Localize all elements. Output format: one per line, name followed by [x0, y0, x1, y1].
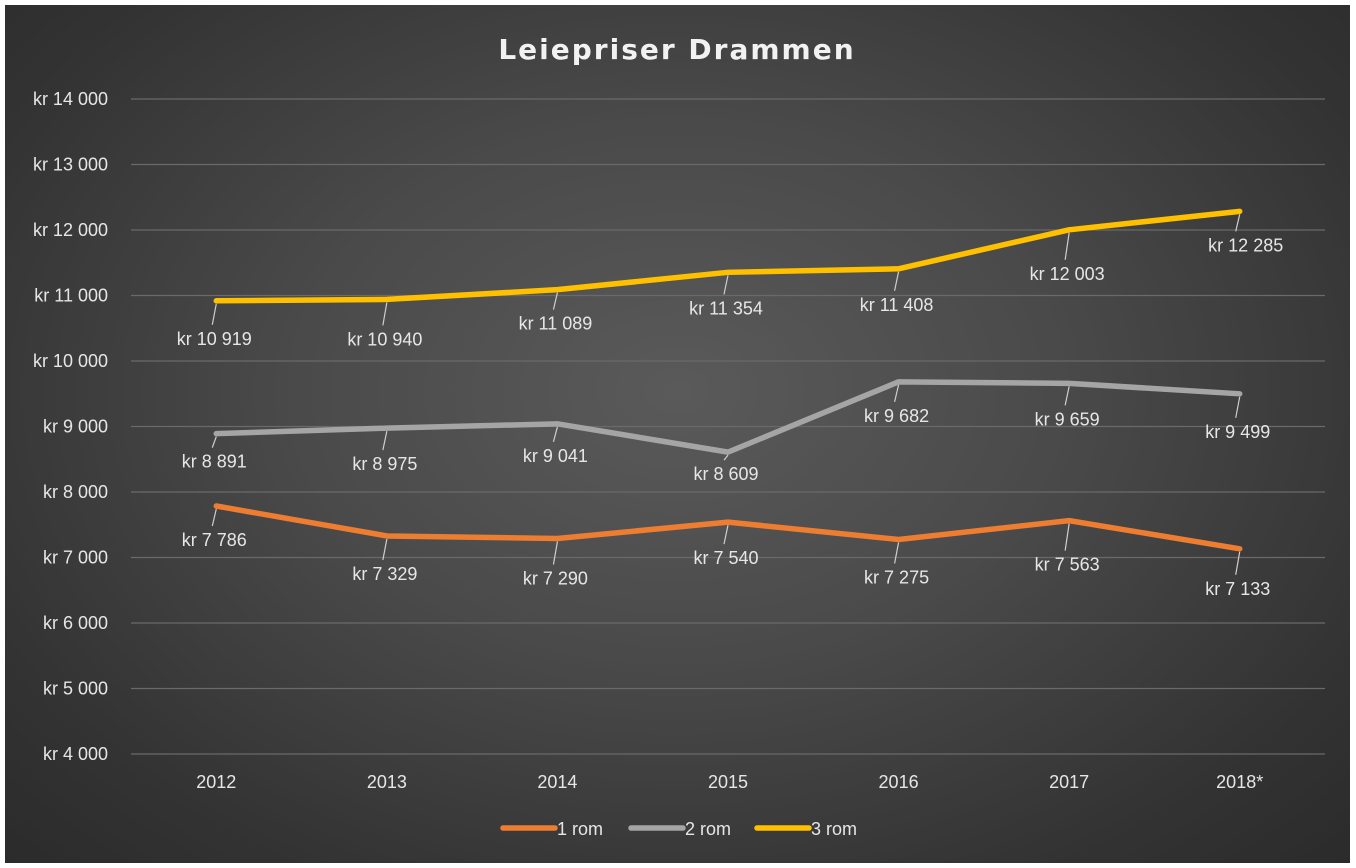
label-leader: [723, 454, 729, 461]
label-leader: [1064, 386, 1070, 406]
data-label: kr 7 329: [352, 564, 417, 584]
label-leader: [211, 436, 217, 448]
chart-title: Leiepriser Drammen: [498, 33, 855, 66]
label-leader: [552, 541, 559, 565]
data-label: kr 9 682: [864, 406, 929, 426]
y-tick-label: kr 11 000: [34, 286, 108, 306]
data-label: kr 11 408: [860, 295, 934, 315]
data-label: kr 7 786: [182, 530, 247, 550]
y-tick-label: kr 4 000: [43, 744, 108, 764]
data-label: kr 11 354: [689, 298, 763, 318]
data-label: kr 8 975: [352, 454, 417, 474]
series-lines: [213, 208, 1243, 552]
label-leader: [1064, 523, 1070, 551]
data-label: kr 12 285: [1208, 235, 1283, 255]
y-tick-label: kr 7 000: [43, 548, 108, 568]
x-tick-label: 2014: [537, 772, 577, 792]
y-tick-label: kr 5 000: [43, 679, 108, 699]
data-label: kr 8 609: [693, 464, 758, 484]
y-tick-label: kr 13 000: [33, 155, 108, 175]
label-leader: [1235, 396, 1241, 418]
y-tick-label: kr 14 000: [33, 89, 108, 109]
label-leader: [211, 303, 217, 325]
x-tick-label: 2012: [196, 772, 236, 792]
y-tick-label: kr 8 000: [43, 482, 108, 502]
legend: 1 rom 2 rom 3 rom: [500, 819, 857, 839]
label-leader: [211, 508, 217, 527]
data-label: kr 11 089: [519, 314, 593, 334]
data-label: kr 7 290: [523, 569, 588, 589]
data-label: kr 9 659: [1035, 409, 1100, 429]
data-label: kr 7 563: [1035, 555, 1100, 575]
x-tick-label: 2013: [367, 772, 407, 792]
label-leader: [1064, 232, 1070, 260]
data-label: kr 7 540: [693, 548, 758, 568]
chart-area: Leiepriser Drammen kr 4 000 kr 5 000 kr 6 …: [5, 5, 1350, 863]
y-tick-label: kr 6 000: [43, 613, 108, 633]
label-leader: [893, 271, 900, 291]
data-label: kr 12 003: [1030, 264, 1105, 284]
data-labels: kr 7 786 kr 7 329 kr 7 290 kr 7 540 kr 7 275…: [177, 235, 1283, 598]
y-tick-label: kr 12 000: [33, 220, 108, 240]
x-tick-label: 2017: [1049, 772, 1089, 792]
data-label: kr 7 275: [864, 567, 929, 587]
data-label: kr 8 891: [182, 452, 247, 472]
label-leader: [552, 426, 559, 442]
label-leader: [723, 275, 729, 295]
legend-label: 3 rom: [811, 819, 857, 839]
data-label: kr 9 041: [523, 446, 588, 466]
label-leader: [893, 542, 900, 564]
x-axis-ticks: 2012 2013 2014 2015 2016 2017 2018*: [196, 772, 1263, 792]
label-leader: [552, 292, 559, 310]
gridlines: [131, 98, 1325, 755]
data-label: kr 10 940: [347, 329, 422, 349]
x-tick-label: 2016: [879, 772, 919, 792]
legend-label: 2 rom: [685, 819, 731, 839]
label-leader: [382, 431, 388, 451]
data-label: kr 9 499: [1205, 422, 1270, 442]
x-tick-label: 2018*: [1216, 772, 1263, 792]
legend-label: 1 rom: [557, 819, 603, 839]
label-leader: [893, 384, 900, 402]
label-leader: [382, 302, 388, 326]
y-axis-ticks: kr 4 000 kr 5 000 kr 6 000 kr 7 000 kr 8 000…: [33, 89, 108, 764]
y-tick-label: kr 9 000: [43, 417, 108, 437]
label-leaders: [211, 214, 1241, 575]
line-chart: Leiepriser Drammen kr 4 000 kr 5 000 kr 6 …: [33, 33, 1325, 839]
label-leader: [1235, 214, 1241, 232]
data-label: kr 10 919: [177, 329, 252, 349]
x-tick-label: 2015: [708, 772, 748, 792]
label-leader: [723, 525, 729, 545]
label-leader: [382, 538, 388, 561]
data-label: kr 7 133: [1205, 579, 1270, 599]
y-tick-label: kr 10 000: [33, 351, 108, 371]
label-leader: [1235, 551, 1241, 575]
series-line-3: [213, 208, 1243, 304]
